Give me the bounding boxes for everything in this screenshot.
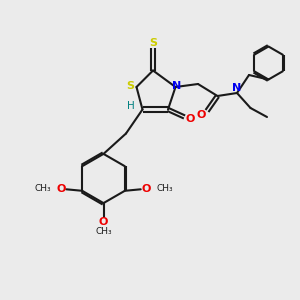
Text: O: O — [185, 114, 195, 124]
Text: H: H — [127, 101, 135, 111]
Text: CH₃: CH₃ — [157, 184, 173, 193]
Text: CH₃: CH₃ — [35, 184, 51, 193]
Text: O: O — [99, 217, 108, 227]
Text: O: O — [141, 184, 151, 194]
Text: O: O — [56, 184, 66, 194]
Text: O: O — [197, 110, 206, 120]
Text: S: S — [126, 80, 134, 91]
Text: N: N — [232, 82, 242, 93]
Text: N: N — [172, 80, 182, 91]
Text: CH₃: CH₃ — [95, 226, 112, 236]
Text: S: S — [149, 38, 157, 48]
